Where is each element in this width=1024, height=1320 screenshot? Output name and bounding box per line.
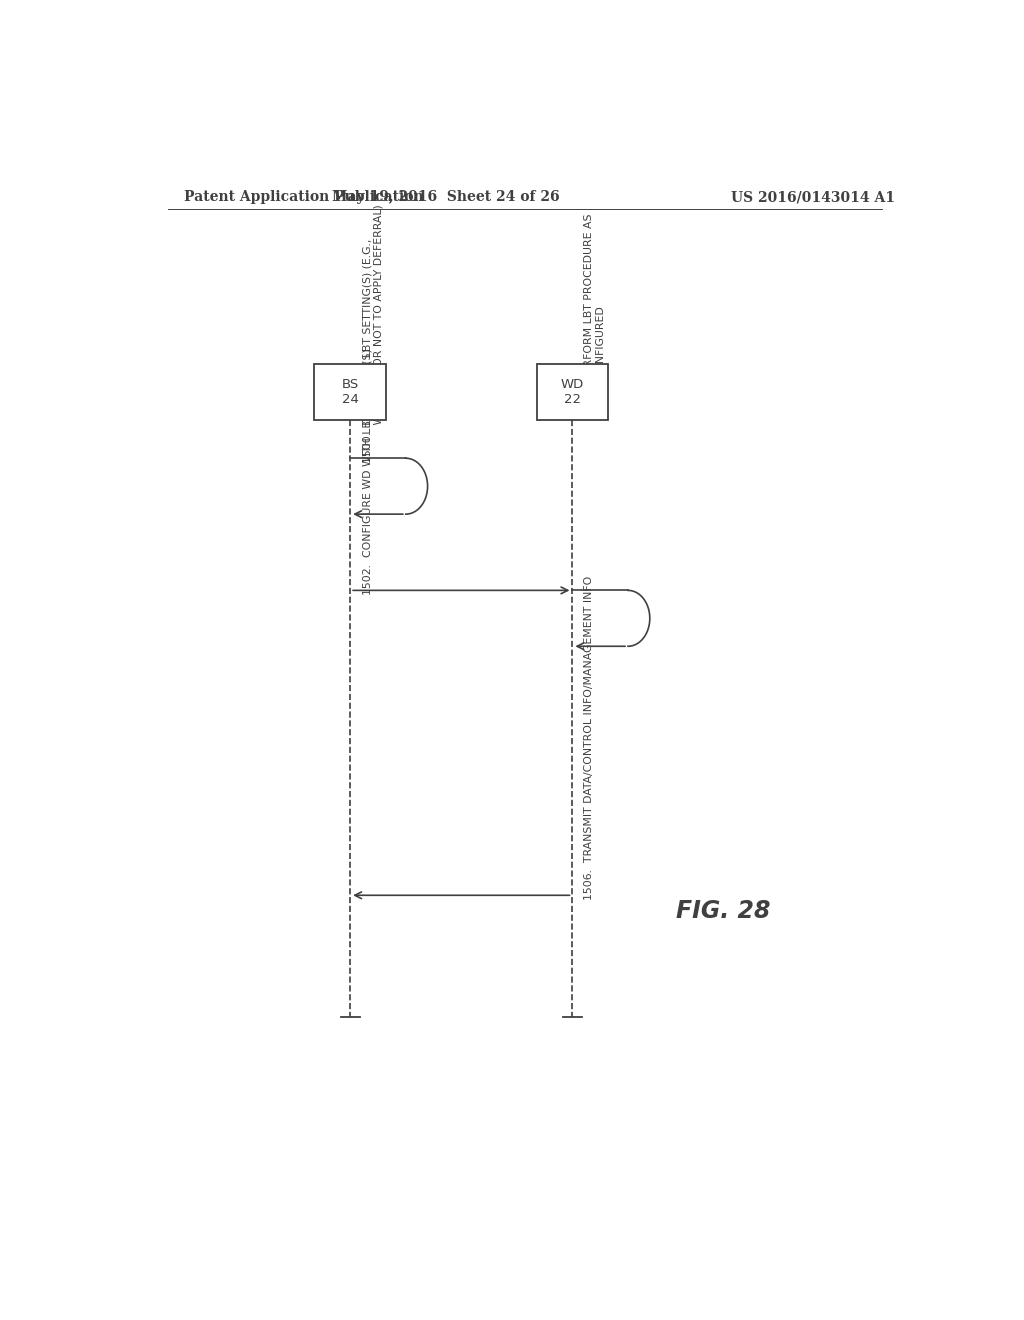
Text: FIG. 28: FIG. 28 [676,899,770,923]
Text: US 2016/0143014 A1: US 2016/0143014 A1 [731,190,895,205]
Text: Patent Application Publication: Patent Application Publication [183,190,423,205]
Text: May 19, 2016  Sheet 24 of 26: May 19, 2016 Sheet 24 of 26 [332,190,559,205]
Text: 1502.  CONFIGURE WD WITH LBT SETTING(S): 1502. CONFIGURE WD WITH LBT SETTING(S) [362,348,372,595]
Text: 1504.  PERFORM LBT PROCEDURE AS
           CONFIGURED: 1504. PERFORM LBT PROCEDURE AS CONFIGURE… [585,213,606,417]
Text: 1500.  DETERMINE LBT SETTING(S) (E.G.,
           WHETHER OR NOT TO APPLY DEFERR: 1500. DETERMINE LBT SETTING(S) (E.G., WH… [362,205,384,463]
Text: 1506.  TRANSMIT DATA/CONTROL INFO/MANAGEMENT INFO: 1506. TRANSMIT DATA/CONTROL INFO/MANAGEM… [585,576,594,900]
Text: BS
24: BS 24 [342,378,358,407]
Bar [314,364,386,420]
Text: WD
22: WD 22 [561,378,584,407]
Bar [537,364,608,420]
